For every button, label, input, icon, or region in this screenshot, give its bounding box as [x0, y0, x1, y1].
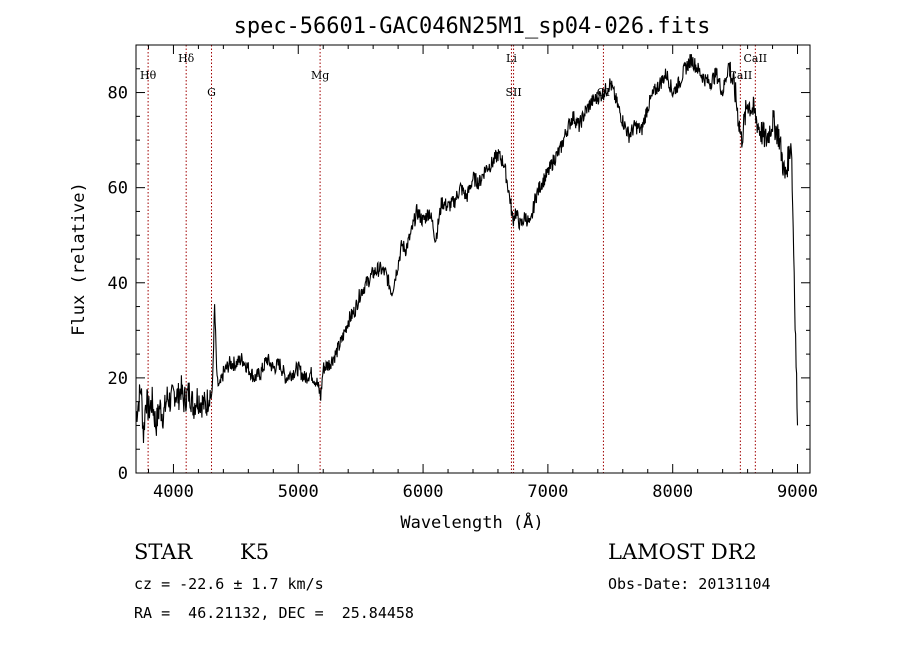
y-tick-label: 20 — [108, 369, 128, 389]
x-tick-label: 5000 — [278, 482, 319, 502]
line-marker-label: Li — [506, 52, 517, 65]
x-tick-label: 9000 — [777, 482, 818, 502]
line-marker-label: G — [207, 86, 216, 99]
spectrum-line — [135, 54, 799, 444]
plot-frame — [135, 44, 811, 474]
x-tick-label: 7000 — [527, 482, 568, 502]
line-marker-label: Hθ — [140, 69, 157, 82]
object-subclass: K5 — [240, 540, 270, 564]
y-tick-label: 0 — [118, 464, 128, 484]
x-axis-label: Wavelength (Å) — [400, 511, 543, 533]
line-marker-label: Hδ — [178, 52, 195, 65]
x-tick-label: 4000 — [153, 482, 194, 502]
chart-title: spec-56601-GAC046N25M1_sp04-026.fits — [234, 14, 711, 39]
survey-name: LAMOST DR2 — [608, 540, 757, 564]
y-tick-label: 80 — [108, 84, 128, 104]
line-marker-label: Mg — [311, 69, 329, 82]
x-tick-label: 6000 — [403, 482, 444, 502]
line-marker-label: SII — [505, 86, 521, 99]
y-tick-label: 40 — [108, 274, 128, 294]
object-class: STAR — [134, 540, 193, 564]
y-tick-label: 60 — [108, 179, 128, 199]
x-tick-label: 8000 — [652, 482, 693, 502]
y-axis-label: Flux (relative) — [69, 182, 89, 336]
y-axis-ticks: 0 20 40 60 80 — [108, 68, 810, 484]
line-marker-label: CaII — [743, 52, 767, 65]
coordinates: RA = 46.21132, DEC = 25.84458 — [134, 604, 414, 622]
redshift-info: cz = -22.6 ± 1.7 km/s — [134, 575, 324, 593]
x-axis-ticks: 4000 5000 6000 7000 8000 9000 — [147, 45, 818, 502]
obs-date: Obs-Date: 20131104 — [608, 575, 771, 593]
